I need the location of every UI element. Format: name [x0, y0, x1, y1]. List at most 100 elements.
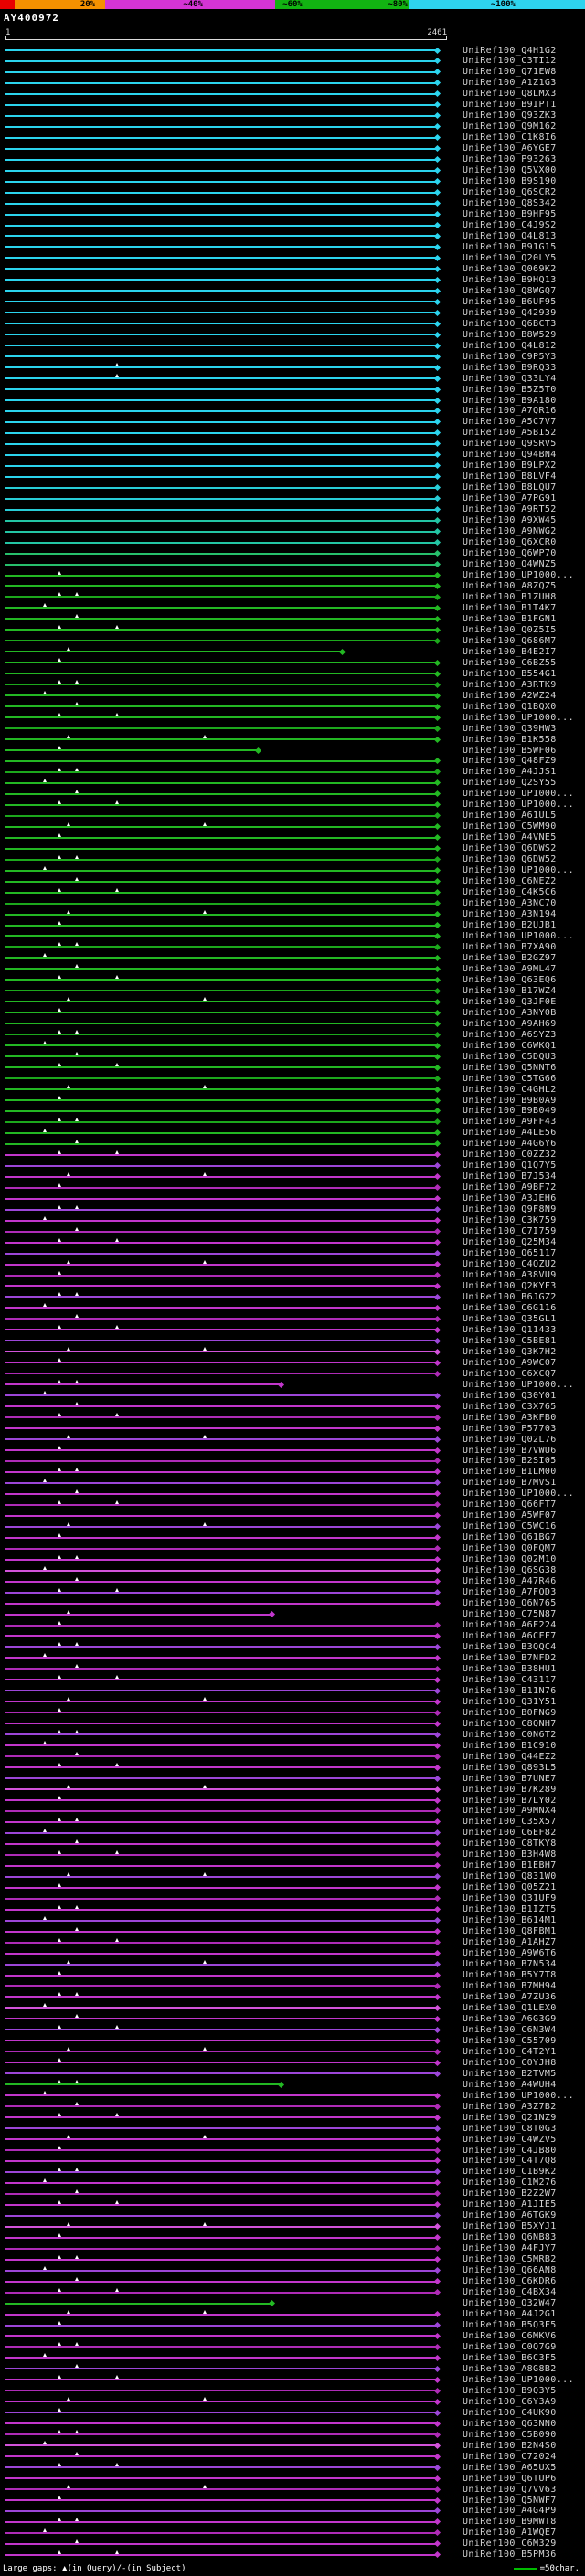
hit-label[interactable]: UniRef100_B1ZUH8	[463, 591, 557, 602]
hit-row[interactable]: UniRef100_B7UNE7	[0, 1773, 585, 1784]
hit-alignment-line[interactable]	[5, 713, 441, 721]
hit-alignment-line[interactable]	[5, 2496, 441, 2504]
hit-label[interactable]: UniRef100_B8LVF4	[463, 472, 557, 482]
hit-row[interactable]: UniRef100_Q2KYF3	[0, 1280, 585, 1291]
hit-alignment-line[interactable]	[5, 2276, 441, 2285]
hit-alignment-line[interactable]	[5, 309, 441, 316]
hit-alignment-line[interactable]	[5, 942, 441, 950]
hit-row[interactable]: UniRef100_Q1Q7Y5	[0, 1161, 585, 1171]
hit-alignment-line[interactable]	[5, 767, 441, 776]
hit-label[interactable]: UniRef100_Q0FQM7	[463, 1543, 557, 1554]
hit-label[interactable]: UniRef100_C1K8I6	[463, 133, 557, 143]
hit-alignment-line[interactable]	[5, 987, 441, 994]
hit-alignment-line[interactable]	[5, 1730, 441, 1738]
hit-row[interactable]: UniRef100_B2N4S0	[0, 2440, 585, 2451]
hit-row[interactable]: UniRef100_B9S190	[0, 176, 585, 187]
hit-label[interactable]: UniRef100_Q25M34	[463, 1237, 557, 1248]
hit-label[interactable]: UniRef100_Q20LY5	[463, 252, 557, 263]
hit-label[interactable]: UniRef100_A4J2G1	[463, 2309, 557, 2320]
hit-alignment-line[interactable]	[5, 517, 441, 525]
hit-alignment-line[interactable]	[5, 1259, 441, 1268]
hit-alignment-line[interactable]	[5, 2320, 441, 2329]
hit-alignment-line[interactable]	[5, 1467, 441, 1476]
hit-alignment-line[interactable]	[5, 397, 441, 404]
hit-label[interactable]: UniRef100_B7VWU6	[463, 1445, 557, 1456]
hit-label[interactable]: UniRef100_B7XA90	[463, 941, 557, 952]
hit-row[interactable]: UniRef100_P93263	[0, 154, 585, 165]
hit-row[interactable]: UniRef100_A7ZU36	[0, 1991, 585, 2002]
hit-label[interactable]: UniRef100_A5BI52	[463, 428, 557, 439]
hit-row[interactable]: UniRef100_B1T4K7	[0, 602, 585, 613]
hit-row[interactable]: UniRef100_A9FF43	[0, 1117, 585, 1128]
hit-label[interactable]: UniRef100_A4G6Y6	[463, 1139, 557, 1150]
hit-label[interactable]: UniRef100_B1T4K7	[463, 602, 557, 613]
hit-alignment-line[interactable]	[5, 2189, 441, 2198]
hit-row[interactable]: UniRef100_Q4L813	[0, 230, 585, 241]
hit-label[interactable]: UniRef100_C8T0G3	[463, 2123, 557, 2134]
hit-label[interactable]: UniRef100_B9A180	[463, 395, 557, 406]
hit-label[interactable]: UniRef100_C6M329	[463, 2539, 557, 2549]
hit-label[interactable]: UniRef100_A7PG91	[463, 493, 557, 504]
hit-label[interactable]: UniRef100_C6WKQ1	[463, 1040, 557, 1051]
hit-label[interactable]: UniRef100_Q8FBM1	[463, 1926, 557, 1937]
hit-alignment-line[interactable]	[5, 1402, 441, 1410]
hit-row[interactable]: UniRef100_Q5NNT6	[0, 1062, 585, 1073]
hit-label[interactable]: UniRef100_A5C7V7	[463, 417, 557, 428]
hit-row[interactable]: UniRef100_B1EBH7	[0, 1860, 585, 1871]
hit-label[interactable]: UniRef100_A9BF72	[463, 1182, 557, 1193]
hit-label[interactable]: UniRef100_A9NWG2	[463, 526, 557, 537]
hit-row[interactable]: UniRef100_B8LVF4	[0, 472, 585, 482]
hit-alignment-line[interactable]	[5, 2475, 441, 2482]
hit-row[interactable]: UniRef100_C3X765	[0, 1401, 585, 1412]
hit-row[interactable]: UniRef100_C4T2Y1	[0, 2046, 585, 2057]
hit-alignment-line[interactable]	[5, 178, 441, 186]
hit-label[interactable]: UniRef100_UP1000...	[463, 2090, 574, 2101]
hit-alignment-line[interactable]	[5, 386, 441, 393]
hit-alignment-line[interactable]	[5, 2178, 441, 2187]
hit-alignment-line[interactable]	[5, 2091, 441, 2099]
hit-alignment-line[interactable]	[5, 1720, 441, 1727]
hit-row[interactable]: UniRef100_B7LY02	[0, 1795, 585, 1806]
hit-alignment-line[interactable]	[5, 1075, 441, 1082]
hit-alignment-line[interactable]	[5, 2353, 441, 2361]
hit-alignment-line[interactable]	[5, 1282, 441, 1290]
hit-row[interactable]: UniRef100_B11N76	[0, 1685, 585, 1696]
hit-row[interactable]: UniRef100_B9LPX2	[0, 461, 585, 472]
hit-row[interactable]: UniRef100_C6MKV6	[0, 2330, 585, 2341]
hit-label[interactable]: UniRef100_B2GZ97	[463, 952, 557, 963]
hit-row[interactable]: UniRef100_C3TI12	[0, 56, 585, 67]
hit-label[interactable]: UniRef100_B5Z5T0	[463, 384, 557, 395]
hit-alignment-line[interactable]	[5, 725, 441, 732]
hit-label[interactable]: UniRef100_Q8LMX3	[463, 89, 557, 100]
hit-row[interactable]: UniRef100_C4JB80	[0, 2145, 585, 2156]
hit-row[interactable]: UniRef100_B7MH94	[0, 1980, 585, 1991]
hit-label[interactable]: UniRef100_B9HF95	[463, 209, 557, 220]
hit-label[interactable]: UniRef100_A4JJS1	[463, 767, 557, 778]
hit-label[interactable]: UniRef100_A8G8B2	[463, 2363, 557, 2374]
hit-label[interactable]: UniRef100_A65UX5	[463, 2462, 557, 2473]
hit-alignment-line[interactable]	[5, 832, 441, 842]
hit-label[interactable]: UniRef100_Q66AN8	[463, 2265, 557, 2276]
hit-row[interactable]: UniRef100_UP1000...	[0, 1489, 585, 1500]
hit-alignment-line[interactable]	[5, 408, 441, 415]
hit-label[interactable]: UniRef100_B5Y7T8	[463, 1970, 557, 1980]
hit-alignment-line[interactable]	[5, 2058, 441, 2066]
hit-label[interactable]: UniRef100_B8LQU7	[463, 482, 557, 493]
hit-alignment-line[interactable]	[5, 1052, 441, 1060]
hit-label[interactable]: UniRef100_C43117	[463, 1674, 557, 1685]
hit-alignment-line[interactable]	[5, 1545, 441, 1553]
hit-alignment-line[interactable]	[5, 1358, 441, 1366]
hit-row[interactable]: UniRef100_B614M1	[0, 1915, 585, 1926]
hit-alignment-line[interactable]	[5, 570, 441, 579]
hit-row[interactable]: UniRef100_Q65117	[0, 1248, 585, 1259]
hit-label[interactable]: UniRef100_P93263	[463, 154, 557, 165]
hit-label[interactable]: UniRef100_B5Q3F5	[463, 2320, 557, 2330]
hit-label[interactable]: UniRef100_A4VNE5	[463, 832, 557, 843]
hit-row[interactable]: UniRef100_Q5VX00	[0, 165, 585, 176]
hit-label[interactable]: UniRef100_Q02M10	[463, 1554, 557, 1565]
hit-alignment-line[interactable]	[5, 1314, 441, 1322]
hit-alignment-line[interactable]	[5, 69, 441, 76]
hit-row[interactable]: UniRef100_C3K759	[0, 1215, 585, 1226]
hit-label[interactable]: UniRef100_B11N76	[463, 1685, 557, 1696]
hit-row[interactable]: UniRef100_B2TVM5	[0, 2068, 585, 2079]
